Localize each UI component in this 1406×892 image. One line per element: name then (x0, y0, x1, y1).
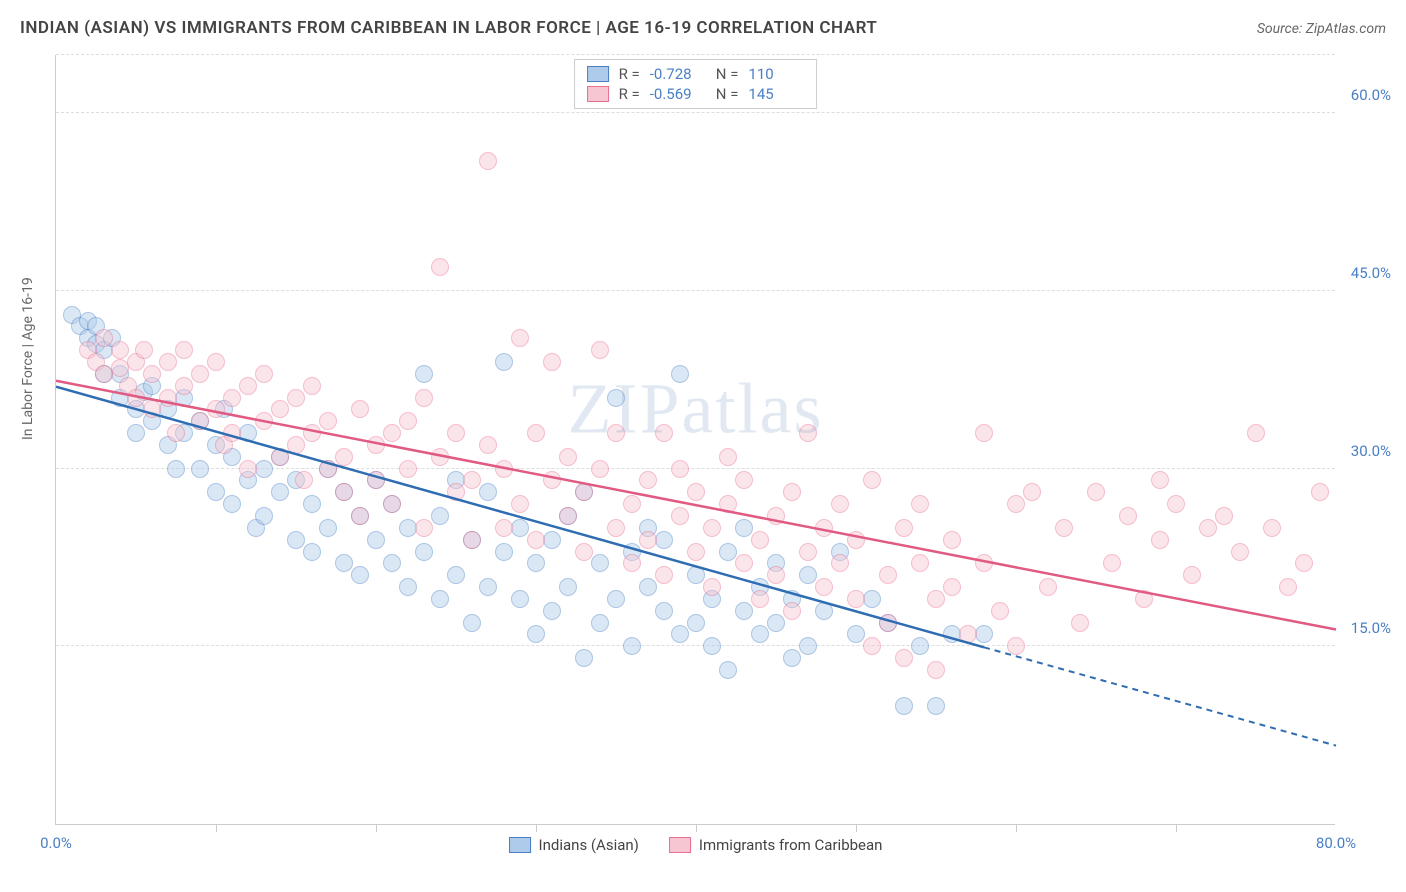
legend-row-series-1: R = -0.728 N = 110 (587, 64, 805, 84)
x-minor-tick (856, 824, 857, 832)
legend-r-label: R = (619, 85, 640, 103)
y-tick-label: 15.0% (1351, 619, 1391, 637)
legend-row-series-2: R = -0.569 N = 145 (587, 84, 805, 104)
legend-n-label: N = (716, 65, 739, 83)
x-minor-tick (376, 824, 377, 832)
x-tick-label: 0.0% (40, 834, 72, 852)
y-tick-label: 60.0% (1351, 86, 1391, 104)
trend-line-series-2 (56, 381, 1336, 630)
y-tick-label: 45.0% (1351, 264, 1391, 282)
legend-r-value-1: -0.728 (650, 65, 706, 83)
legend-swatch-b1 (509, 837, 531, 853)
legend-swatch-1 (587, 66, 609, 82)
y-axis-label: In Labor Force | Age 16-19 (20, 277, 36, 440)
trend-line-extrapolated-series-1 (984, 647, 1336, 745)
legend-item-1: Indians (Asian) (509, 836, 639, 854)
x-minor-tick (536, 824, 537, 832)
correlation-legend: R = -0.728 N = 110 R = -0.569 N = 145 (574, 59, 818, 109)
y-tick-label: 30.0% (1351, 442, 1391, 460)
legend-n-value-1: 110 (748, 65, 804, 83)
legend-r-label: R = (619, 65, 640, 83)
legend-label-2: Immigrants from Caribbean (699, 836, 883, 854)
trend-lines (56, 55, 1336, 825)
legend-r-value-2: -0.569 (650, 85, 706, 103)
x-minor-tick (1016, 824, 1017, 832)
x-minor-tick (696, 824, 697, 832)
legend-n-value-2: 145 (748, 85, 804, 103)
legend-swatch-2 (587, 86, 609, 102)
x-minor-tick (1176, 824, 1177, 832)
source-attribution: Source: ZipAtlas.com (1257, 21, 1386, 37)
series-legend: Indians (Asian) Immigrants from Caribbea… (509, 836, 883, 854)
trend-line-series-1 (56, 387, 984, 648)
legend-label-1: Indians (Asian) (539, 836, 639, 854)
legend-item-2: Immigrants from Caribbean (669, 836, 883, 854)
scatter-chart: ZIPatlas R = -0.728 N = 110 R = -0.569 N… (55, 55, 1335, 825)
x-tick-label: 80.0% (1316, 834, 1356, 852)
chart-title: INDIAN (ASIAN) VS IMMIGRANTS FROM CARIBB… (20, 18, 877, 38)
legend-n-label: N = (716, 85, 739, 103)
x-minor-tick (216, 824, 217, 832)
legend-swatch-b2 (669, 837, 691, 853)
